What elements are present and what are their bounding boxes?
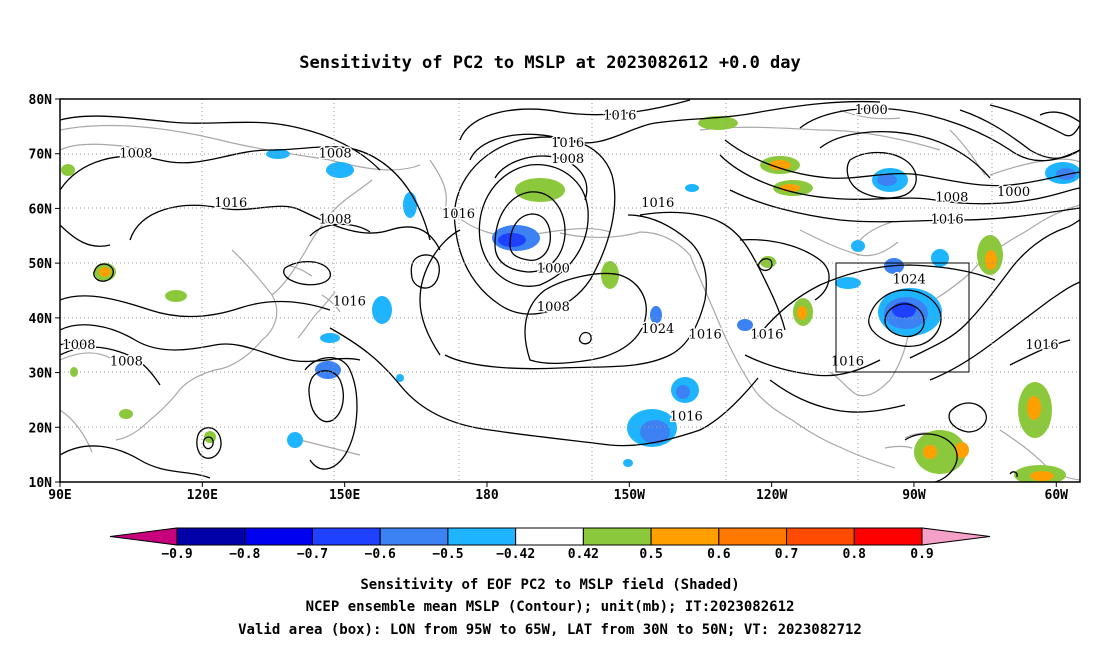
lat-tick-label: 80N [29, 93, 53, 108]
lat-tick-label: 30N [29, 367, 53, 382]
contour-label: 1016 [442, 207, 475, 222]
contour-label: 1008 [935, 190, 968, 205]
colorbar-label: −0.5 [432, 547, 463, 562]
colorbar-label: 0.6 [707, 547, 731, 562]
mslp-contours [60, 99, 1080, 482]
contour-label: 1008 [62, 338, 95, 353]
longitude-axis: 90E 120E 150E 180 150W 120W 90W 60W [48, 482, 1068, 503]
colorbar-label: −0.8 [229, 547, 260, 562]
colorbar-arrow-low [109, 527, 178, 546]
contour-label: 1000 [997, 185, 1030, 200]
caption-line-1: Sensitivity of EOF PC2 to MSLP field (Sh… [360, 577, 739, 593]
colorbar-arrow-high [921, 527, 991, 546]
contour-label: 1008 [119, 147, 152, 162]
lon-tick-label: 120E [187, 488, 218, 503]
colorbar-bin [853, 527, 923, 546]
lat-tick-label: 50N [29, 257, 53, 272]
colorbar-label: −0.9 [161, 547, 192, 562]
colorbar-label: 0.9 [910, 547, 933, 562]
colorbar-bin [718, 527, 788, 546]
colorbar-bin [515, 527, 584, 546]
colorbar-label: −0.7 [297, 547, 328, 562]
latitude-axis: 80N 70N 60N 50N 40N 30N 20N 10N [29, 93, 60, 491]
contour-label: 1016 [603, 108, 636, 123]
colorbar-bin [786, 527, 855, 546]
contour-label: 1008 [110, 355, 143, 370]
colorbar-label: 0.42 [568, 547, 599, 562]
colorbar-bin [582, 527, 652, 546]
lat-tick-label: 10N [29, 476, 53, 491]
lon-tick-label: 90W [902, 488, 926, 503]
contour-label: 1016 [931, 212, 964, 227]
colorbar-bin [176, 527, 246, 546]
lon-tick-label: 90E [48, 488, 71, 503]
contour-label: 1016 [1025, 338, 1058, 353]
caption-line-3: Valid area (box): LON from 95W to 65W, L… [238, 622, 862, 638]
contour-label: 1008 [537, 300, 570, 315]
lat-tick-label: 70N [29, 148, 53, 163]
colorbar-label: 0.8 [843, 547, 867, 562]
lon-tick-label: 60W [1045, 488, 1069, 503]
colorbar-bin [244, 527, 313, 546]
lon-tick-label: 180 [475, 488, 499, 503]
lat-tick-label: 60N [29, 202, 53, 217]
map-title: Sensitivity of PC2 to MSLP at 2023082612… [299, 53, 801, 73]
colorbar-bin [650, 527, 720, 546]
contour-label: 1024 [641, 322, 674, 337]
contour-label: 1016 [689, 327, 722, 342]
colorbar-bin [379, 527, 449, 546]
contour-label: 1016 [750, 327, 783, 342]
colorbar-bin [311, 527, 381, 546]
colorbar-label: 0.5 [639, 547, 662, 562]
contour-label: 1016 [641, 196, 674, 211]
colorbar-label: 0.7 [775, 547, 798, 562]
contour-label: 1024 [893, 273, 926, 288]
colorbar-label: −0.6 [365, 547, 396, 562]
coastlines [60, 109, 1080, 481]
contour-label: 1008 [319, 212, 352, 227]
colorbar-bin [447, 527, 517, 546]
lon-tick-label: 120W [756, 488, 787, 503]
colorbar: −0.9 −0.8 −0.7 −0.6 −0.5 −0.42 0.42 0.5 0.6 0.7 0.… [109, 527, 991, 562]
sensitivity-shading [61, 116, 1080, 482]
contour-label: 1016 [831, 355, 864, 370]
lat-tick-label: 20N [29, 421, 53, 436]
lat-tick-label: 40N [29, 312, 53, 327]
caption-line-2: NCEP ensemble mean MSLP (Contour); unit(… [306, 599, 795, 615]
contour-label: 1016 [214, 196, 247, 211]
contour-label: 1016 [670, 409, 703, 424]
contour-label: 1016 [333, 294, 366, 309]
lon-tick-label: 150W [614, 488, 645, 503]
contour-label: 1000 [537, 262, 570, 277]
valid-area-box [835, 262, 970, 373]
contour-label: 1008 [551, 152, 584, 167]
lon-tick-label: 150E [329, 488, 360, 503]
contour-label: 1016 [551, 136, 584, 151]
colorbar-label: −0.42 [496, 547, 535, 562]
contour-label: 1008 [319, 147, 352, 162]
contour-label: 1000 [855, 103, 888, 118]
